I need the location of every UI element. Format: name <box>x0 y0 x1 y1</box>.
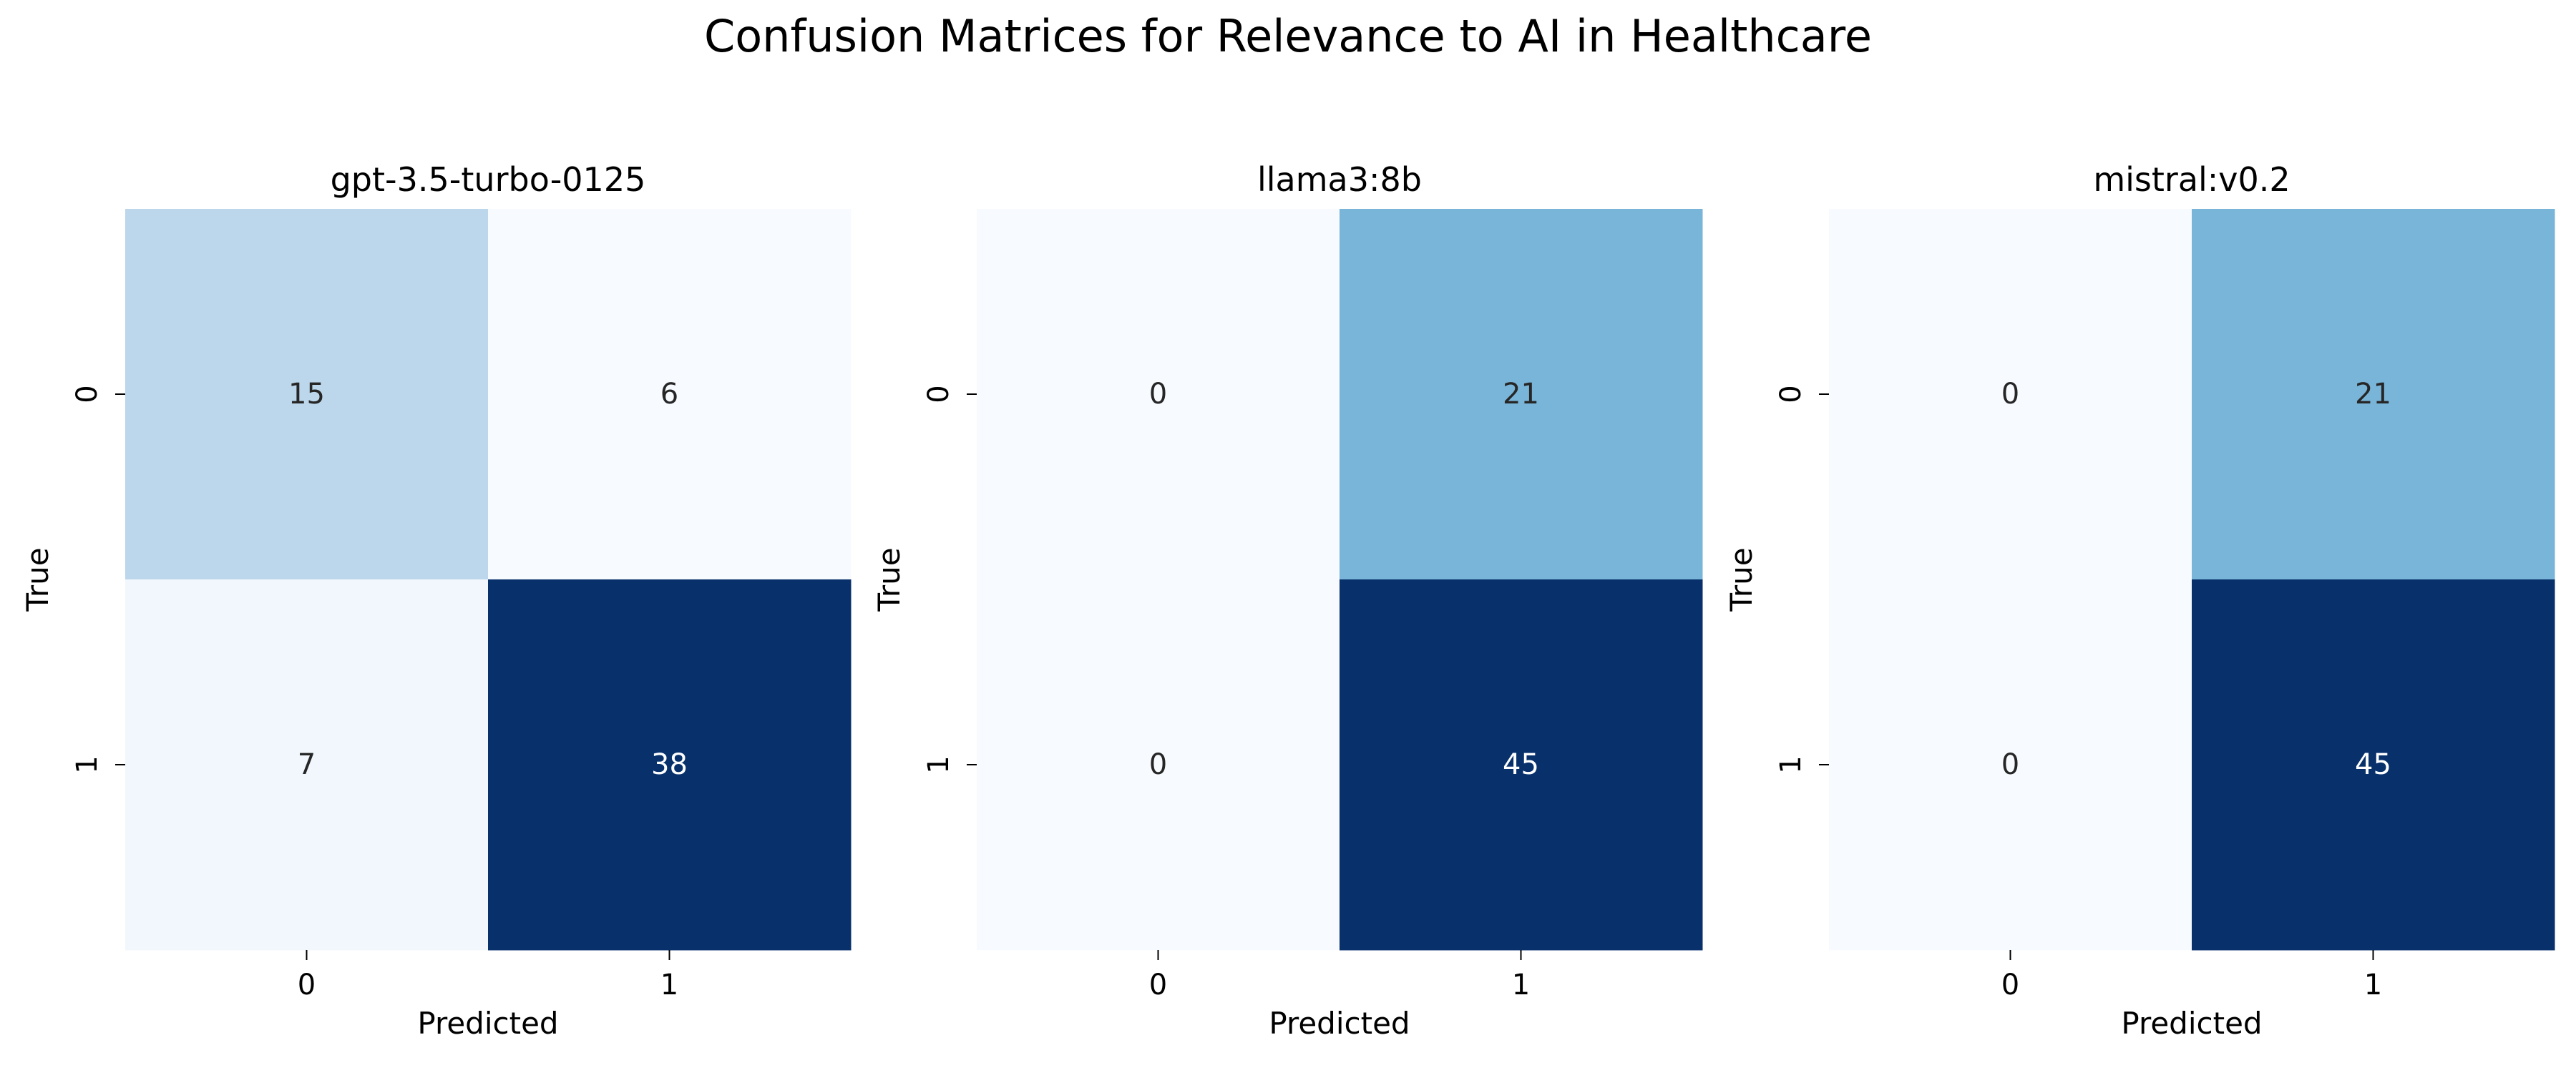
y-tick-label: 1 <box>71 755 104 773</box>
x-axis-label: Predicted <box>2121 1006 2262 1041</box>
y-axis-label: True <box>20 547 55 612</box>
cell-value-label: 0 <box>2001 378 2019 411</box>
x-axis-label: Predicted <box>1269 1006 1410 1041</box>
heatmap-cell <box>2192 209 2555 580</box>
heatmap-cell <box>125 209 489 580</box>
y-tick-label: 1 <box>1775 755 1807 773</box>
x-tick-label: 1 <box>1512 969 1530 1001</box>
y-tick-label: 0 <box>1775 385 1807 403</box>
heatmap-panel: llama3:8b 0 21 0 45 0 1 0 1 Predicted True <box>872 160 1703 1041</box>
y-tick-label: 0 <box>922 385 955 403</box>
y-tick-label: 1 <box>922 755 955 773</box>
heatmap-cell <box>125 579 489 951</box>
x-tick-label: 0 <box>1149 969 1167 1001</box>
heatmap-cell <box>1340 209 1703 580</box>
heatmap-cell <box>488 579 852 951</box>
heatmap-cell <box>488 209 852 580</box>
heatmap-cell <box>2192 579 2555 951</box>
panel-title: gpt-3.5-turbo-0125 <box>331 160 646 199</box>
y-axis-label: True <box>1724 547 1759 612</box>
cell-value-label: 15 <box>288 378 325 411</box>
cell-value-label: 21 <box>2355 378 2391 411</box>
panel-title: mistral:v0.2 <box>2093 160 2290 199</box>
heatmap-cell <box>1340 579 1703 951</box>
cell-value-label: 45 <box>2355 748 2391 781</box>
heatmap-panel: mistral:v0.2 0 21 0 45 0 1 0 1 Predicted True <box>1724 160 2555 1041</box>
panel-title: llama3:8b <box>1257 160 1422 199</box>
x-tick-label: 1 <box>2364 969 2382 1001</box>
cell-value-label: 38 <box>651 748 688 781</box>
cell-value-label: 0 <box>2001 748 2019 781</box>
heatmap-cell <box>1829 209 2192 580</box>
heatmap-panels: gpt-3.5-turbo-0125 15 6 7 38 0 1 0 1 Predicted Tru… <box>20 160 2555 1041</box>
cell-value-label: 45 <box>1503 748 1539 781</box>
cell-value-label: 6 <box>660 378 678 411</box>
x-tick-label: 0 <box>2001 969 2019 1001</box>
heatmap-cell <box>977 579 1340 951</box>
figure-title: Confusion Matrices for Relevance to AI i… <box>704 10 1872 62</box>
y-tick-label: 0 <box>71 385 104 403</box>
cell-value-label: 21 <box>1503 378 1539 411</box>
heatmap-cell <box>1829 579 2192 951</box>
x-tick-label: 0 <box>298 969 316 1001</box>
cell-value-label: 7 <box>298 748 316 781</box>
heatmap-panel: gpt-3.5-turbo-0125 15 6 7 38 0 1 0 1 Predicted Tru… <box>20 160 852 1041</box>
cell-value-label: 0 <box>1149 748 1167 781</box>
x-tick-label: 1 <box>660 969 678 1001</box>
cell-value-label: 0 <box>1149 378 1167 411</box>
heatmap-cell <box>977 209 1340 580</box>
y-axis-label: True <box>872 547 907 612</box>
x-axis-label: Predicted <box>417 1006 558 1041</box>
